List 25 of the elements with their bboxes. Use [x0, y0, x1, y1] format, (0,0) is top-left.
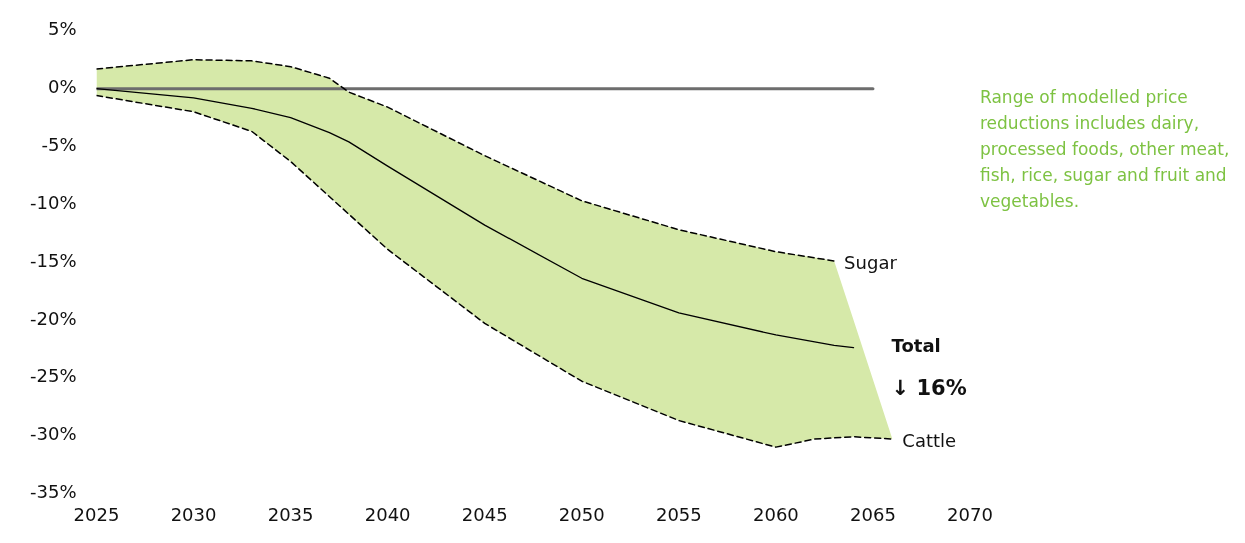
- y-tick-label: -20%: [29, 307, 77, 329]
- x-tick-label: 2060: [752, 503, 799, 525]
- y-tick-label: -30%: [29, 423, 77, 445]
- annotation: Total: [891, 335, 941, 357]
- x-tick-label: 2040: [364, 503, 411, 525]
- x-tick-label: 2045: [461, 503, 508, 525]
- series-label: Cattle: [902, 429, 957, 451]
- x-tick-label: 2055: [655, 503, 702, 525]
- x-tick-label: 2065: [850, 503, 896, 525]
- series-label: Sugar: [844, 251, 898, 273]
- x-tick-label: 2030: [170, 503, 217, 525]
- x-tick-label: 2050: [558, 503, 605, 525]
- y-tick-label: -5%: [41, 134, 77, 156]
- y-tick-label: 5%: [47, 18, 77, 40]
- line-series: [96, 58, 835, 262]
- x-tick-label: 2025: [73, 503, 120, 525]
- text: Range of modelled price reductions includes dairy, processed foods, other meat, fish, rice, sugar and fruit and vegetables.: [980, 86, 1230, 213]
- y-tick-label: -10%: [29, 191, 77, 213]
- annotation: ↓ 16%: [891, 376, 967, 401]
- x-tick-label: 2035: [267, 503, 314, 525]
- y-tick-label: -15%: [29, 249, 77, 271]
- x-tick-label: 2070: [947, 503, 993, 525]
- y-tick-label: -35%: [29, 481, 77, 503]
- y-tick-label: 0%: [47, 76, 77, 98]
- y-tick-label: -25%: [29, 365, 77, 387]
